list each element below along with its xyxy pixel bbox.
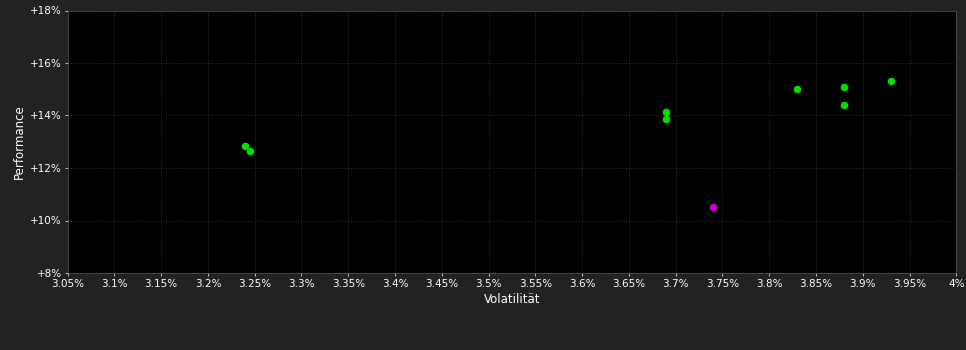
Y-axis label: Performance: Performance <box>14 104 26 179</box>
Point <box>837 102 852 108</box>
Point <box>789 86 805 92</box>
Point <box>705 204 721 210</box>
Point <box>659 117 674 122</box>
Point <box>238 143 253 148</box>
X-axis label: Volatilität: Volatilität <box>484 293 540 306</box>
Point <box>883 79 898 84</box>
Point <box>837 84 852 90</box>
Point <box>659 109 674 114</box>
Point <box>242 148 258 154</box>
